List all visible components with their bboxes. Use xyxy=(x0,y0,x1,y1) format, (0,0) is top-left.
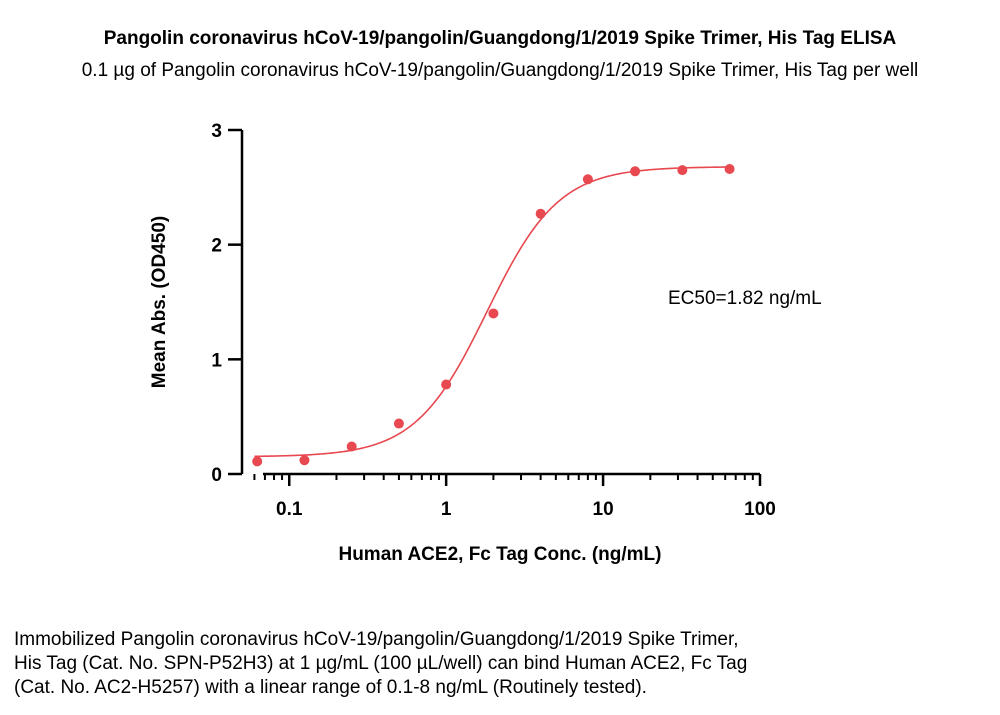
x-axis-label: Human ACE2, Fc Tag Conc. (ng/mL) xyxy=(338,544,661,565)
data-point xyxy=(393,418,404,429)
caption-line: (Cat. No. AC2-H5257) with a linear range… xyxy=(14,677,647,698)
caption-line: Immobilized Pangolin coronavirus hCoV-19… xyxy=(14,629,739,650)
data-point xyxy=(299,455,310,466)
x-tick-label: 100 xyxy=(744,499,776,520)
data-point xyxy=(252,456,263,467)
data-point xyxy=(582,174,593,185)
data-point xyxy=(346,441,357,452)
data-point xyxy=(724,163,735,174)
y-tick-label: 3 xyxy=(211,121,222,142)
data-point xyxy=(630,166,641,177)
figure-caption: Immobilized Pangolin coronavirus hCoV-19… xyxy=(14,628,974,700)
chart-subtitle: 0.1 µg of Pangolin coronavirus hCoV-19/p… xyxy=(81,60,919,81)
data-point xyxy=(441,379,452,390)
data-point xyxy=(677,165,688,176)
data-point xyxy=(488,308,499,319)
fit-curve xyxy=(254,166,730,458)
y-tick-label: 2 xyxy=(211,236,222,257)
x-tick-label: 10 xyxy=(593,499,614,520)
caption-line: His Tag (Cat. No. SPN-P52H3) at 1 µg/mL … xyxy=(14,653,748,674)
y-tick-label: 1 xyxy=(211,350,222,371)
y-axis-label: Mean Abs. (OD450) xyxy=(149,216,170,388)
ec50-annotation: EC50=1.82 ng/mL xyxy=(668,288,822,309)
x-tick-label: 0.1 xyxy=(276,499,303,520)
data-point xyxy=(535,208,546,219)
x-tick-label: 1 xyxy=(441,499,452,520)
y-tick-label: 0 xyxy=(211,465,222,486)
chart-title: Pangolin coronavirus hCoV-19/pangolin/Gu… xyxy=(103,28,897,49)
